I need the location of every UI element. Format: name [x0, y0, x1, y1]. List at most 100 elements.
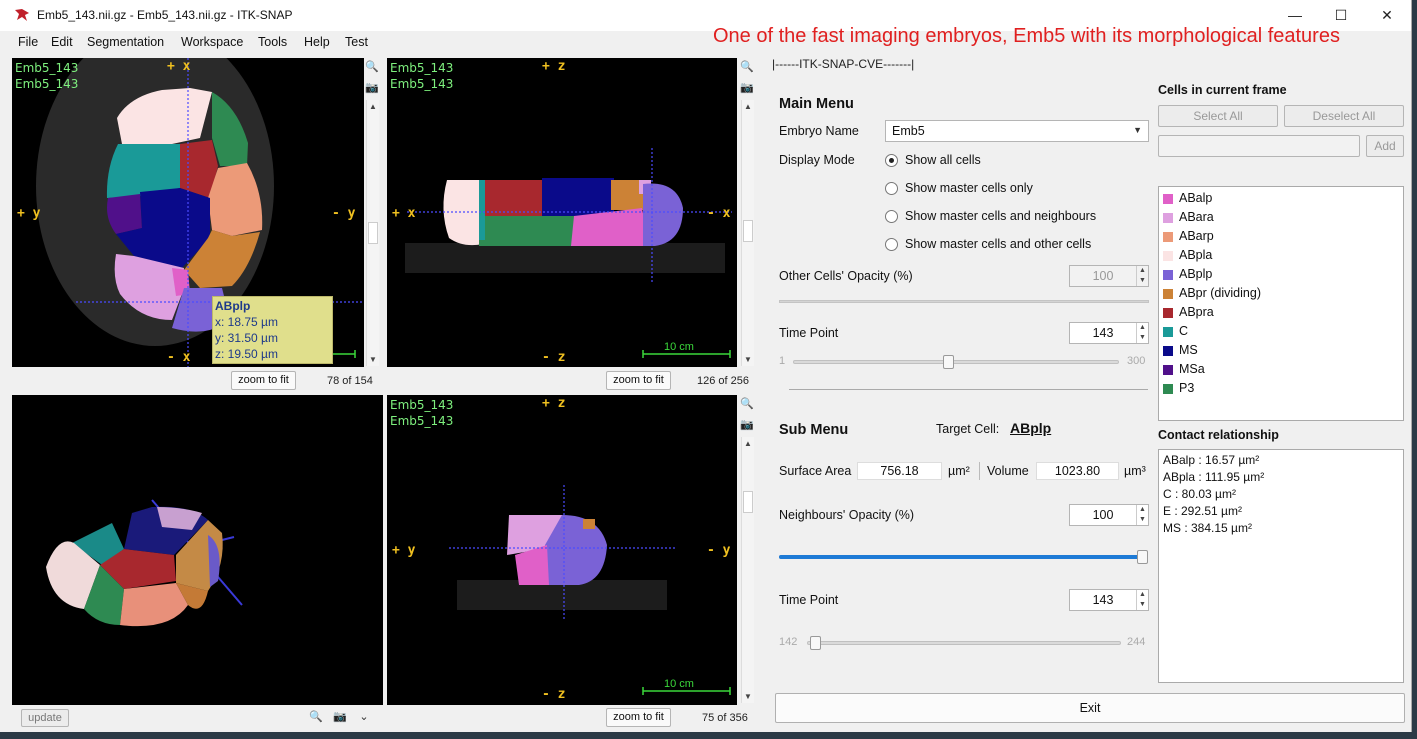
axial-layer-label-1: Emb5_143	[15, 61, 79, 75]
embryo-name-value: Emb5	[892, 124, 925, 138]
main-time-slider-handle[interactable]	[942, 355, 954, 369]
target-cell-value[interactable]: ABplp	[1010, 420, 1052, 436]
cell-abpra	[180, 140, 218, 198]
three-d-render	[46, 499, 243, 627]
cell-abarp	[208, 163, 263, 236]
other-opacity-spinbox[interactable]: 100 ▲ ▼	[1069, 265, 1149, 287]
coronal-layer-label-2: Emb5_143	[390, 414, 454, 428]
sagittal-orient-top: + z	[542, 59, 566, 74]
cells-list[interactable]: ABalp ABara ABarp ABpla ABplp ABpr (dividing)…	[1158, 186, 1404, 421]
surface-area-label: Surface Area	[779, 464, 852, 478]
sub-time-min: 142	[779, 636, 798, 648]
menu-edit[interactable]: Edit	[51, 35, 73, 49]
axial-slice-scrollbar[interactable]: ▲ ▼	[366, 100, 379, 366]
coronal-zoom-to-fit-button[interactable]: zoom to fit	[606, 708, 671, 727]
axial-layer-label-2: Emb5_143	[15, 77, 79, 91]
main-time-point-spinbox[interactable]: 143 ▲ ▼	[1069, 322, 1149, 344]
neighbours-opacity-slider[interactable]	[779, 550, 1149, 564]
cell-name: ABplp	[1179, 267, 1213, 281]
maximize-button[interactable]: ☐	[1334, 7, 1348, 23]
main-time-max: 300	[1127, 355, 1146, 367]
menu-help[interactable]: Help	[304, 35, 330, 49]
coronal-orient-bottom: - z	[542, 687, 566, 702]
update-button[interactable]: update	[21, 709, 69, 727]
cell-search-input[interactable]	[1158, 135, 1360, 157]
surface-area-unit: µm²	[948, 464, 970, 478]
cell-name: ABpr (dividing)	[1179, 286, 1261, 300]
menu-bar: File Edit Segmentation Workspace Tools H…	[0, 31, 1411, 53]
axial-segmentation-image	[36, 58, 364, 367]
three-d-menu-chevron-icon[interactable]: ⌄	[359, 711, 369, 723]
three-d-view[interactable]	[12, 395, 383, 705]
sub-time-point-slider[interactable]: 142 244	[779, 636, 1149, 650]
sub-menu-title: Sub Menu	[779, 422, 849, 438]
cell-tooltip: ABplp x: 18.75 µm y: 31.50 µm z: 19.50 µ…	[212, 296, 333, 364]
sagittal-slice-scrollbar[interactable]: ▲ ▼	[741, 100, 754, 366]
sagittal-zoom-to-fit-button[interactable]: zoom to fit	[606, 371, 671, 390]
axial-orient-right: - y	[332, 206, 356, 221]
neighbours-opacity-label: Neighbours' Opacity (%)	[779, 508, 915, 522]
axial-orient-left: + y	[17, 206, 41, 221]
cell-color-swatch	[1163, 270, 1173, 280]
cell-color-swatch	[1163, 251, 1173, 261]
coronal-layer-label-1: Emb5_143	[390, 398, 454, 412]
exit-button[interactable]: Exit	[775, 693, 1405, 723]
axial-zoom-icon[interactable]: 🔍	[365, 61, 379, 73]
menu-tools[interactable]: Tools	[258, 35, 288, 49]
minimize-button[interactable]: —	[1288, 7, 1302, 23]
embryo-name-select[interactable]: Emb5 ▼	[885, 120, 1149, 142]
menu-file[interactable]: File	[18, 35, 39, 49]
coronal-slice-counter: 75 of 356	[702, 712, 748, 724]
sagittal-camera-icon[interactable]: 📷	[740, 82, 754, 94]
axial-camera-icon[interactable]: 📷	[365, 82, 379, 94]
neighbours-opacity-handle[interactable]	[1137, 550, 1148, 564]
coronal-zoom-icon[interactable]: 🔍	[740, 398, 754, 410]
cell-name: C	[1179, 324, 1189, 338]
deselect-all-button[interactable]: Deselect All	[1284, 105, 1404, 127]
embryo-name-label: Embryo Name	[779, 124, 859, 138]
three-d-camera-icon[interactable]: 📷	[333, 711, 347, 723]
coronal-view[interactable]: Emb5_143 Emb5_143 + z - z + y - y 10 cm	[387, 395, 737, 705]
cell-name: P3	[1179, 381, 1195, 395]
contact-list: ABalp : 16.57 µm² ABpla : 111.95 µm² C :…	[1158, 449, 1404, 683]
cell-color-swatch	[1163, 308, 1173, 318]
cell-c	[106, 144, 180, 198]
surface-area-value: 756.18	[857, 462, 942, 480]
contact-entry: C : 80.03 µm²	[1163, 487, 1236, 501]
volume-label: Volume	[987, 464, 1029, 478]
axial-zoom-to-fit-button[interactable]: zoom to fit	[231, 371, 296, 390]
sub-time-point-spinbox[interactable]: 143 ▲ ▼	[1069, 589, 1149, 611]
main-menu-title: Main Menu	[779, 96, 854, 112]
menu-workspace[interactable]: Workspace	[181, 35, 244, 49]
axial-view[interactable]: Emb5_143 Emb5_143 + x - x + y - y 10 cm …	[12, 58, 364, 367]
menu-test[interactable]: Test	[345, 35, 368, 49]
add-cell-button[interactable]: Add	[1366, 135, 1404, 157]
sagittal-orient-left: + x	[392, 206, 416, 221]
cell-name: ABara	[1179, 210, 1214, 224]
contact-entry: ABpla : 111.95 µm²	[1163, 470, 1265, 484]
cell-abpr	[184, 230, 260, 288]
menu-segmentation[interactable]: Segmentation	[87, 35, 165, 49]
neighbours-opacity-spinbox[interactable]: 100 ▲ ▼	[1069, 504, 1149, 526]
sub-time-slider-handle[interactable]	[810, 636, 822, 650]
target-cell-label: Target Cell:	[936, 422, 1000, 436]
sagittal-scale-label: 10 cm	[664, 341, 694, 353]
title-bar: Emb5_143.nii.gz - Emb5_143.nii.gz - ITK-…	[0, 0, 1411, 31]
sagittal-view[interactable]: Emb5_143 Emb5_143 + z - z + x - x 10 cm	[387, 58, 737, 367]
close-button[interactable]: ✕	[1381, 7, 1393, 23]
main-time-point-slider[interactable]: 1 300	[779, 355, 1149, 369]
annotation-caption: One of the fast imaging embryos, Emb5 wi…	[713, 25, 1340, 47]
main-time-min: 1	[779, 355, 786, 367]
other-opacity-slider[interactable]	[779, 300, 1149, 303]
cell-name: ABpra	[1179, 305, 1214, 319]
sagittal-segmentation-image	[405, 148, 732, 358]
three-d-zoom-icon[interactable]: 🔍	[309, 711, 323, 723]
sagittal-zoom-icon[interactable]: 🔍	[740, 61, 754, 73]
sub-time-max: 244	[1127, 636, 1146, 648]
coronal-camera-icon[interactable]: 📷	[740, 419, 754, 431]
coronal-orient-right: - y	[707, 543, 731, 558]
coronal-slice-scrollbar[interactable]: ▲ ▼	[741, 437, 754, 703]
cell-name: MS	[1179, 343, 1198, 357]
cell-color-swatch	[1163, 194, 1173, 204]
select-all-button[interactable]: Select All	[1158, 105, 1278, 127]
